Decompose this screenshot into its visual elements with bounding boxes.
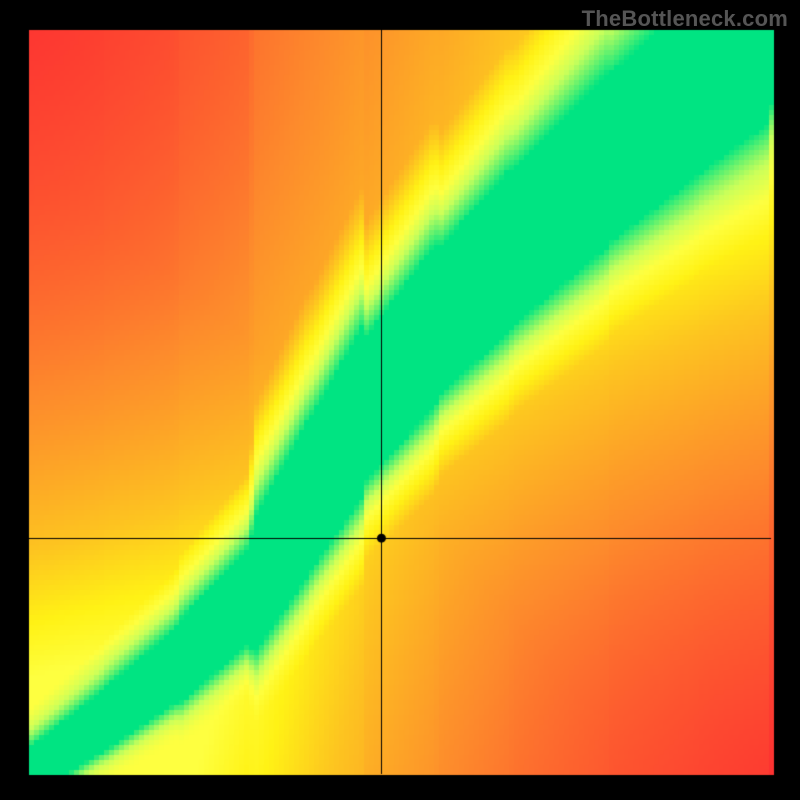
watermark-text: TheBottleneck.com: [582, 6, 788, 32]
heatmap-canvas: [0, 0, 800, 800]
chart-container: TheBottleneck.com: [0, 0, 800, 800]
